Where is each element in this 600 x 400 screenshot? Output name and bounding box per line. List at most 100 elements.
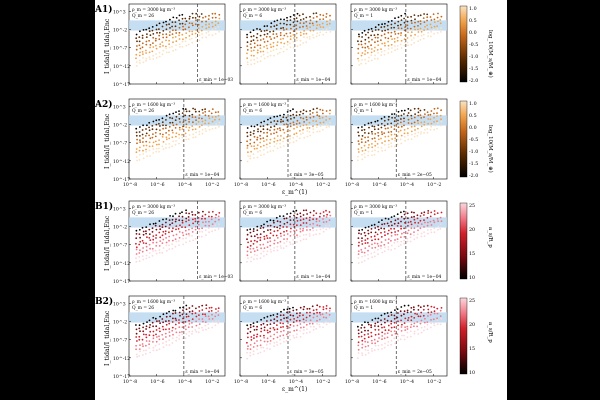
data-point xyxy=(178,319,180,321)
data-point xyxy=(280,121,282,123)
data-point xyxy=(374,317,377,320)
data-point xyxy=(185,217,188,220)
data-point xyxy=(420,133,422,135)
panel xyxy=(128,3,226,85)
x-tick-label: 10^-2 xyxy=(316,378,330,385)
data-point xyxy=(299,312,301,314)
data-point xyxy=(325,28,328,31)
data-point xyxy=(377,245,380,247)
data-point xyxy=(357,155,359,158)
data-point xyxy=(319,212,322,215)
data-point xyxy=(269,330,271,333)
data-point xyxy=(403,242,406,245)
data-point xyxy=(295,132,298,135)
colorbar-label: log_10(M_s/M_⊕) xyxy=(487,30,494,78)
data-point xyxy=(312,34,314,36)
data-point xyxy=(256,49,259,52)
data-point xyxy=(202,320,204,323)
data-point xyxy=(253,46,256,49)
data-point xyxy=(152,46,155,48)
data-point xyxy=(393,314,396,317)
data-point xyxy=(363,128,366,131)
data-point xyxy=(397,115,400,117)
colorbar-tick-label: -1.5 xyxy=(469,161,478,167)
data-point xyxy=(158,225,161,228)
data-point xyxy=(159,330,161,333)
data-point xyxy=(309,211,312,214)
data-point xyxy=(295,17,298,19)
data-point xyxy=(328,211,331,213)
data-point xyxy=(201,326,203,329)
data-point xyxy=(374,46,376,49)
q-label: Q_m = 1 xyxy=(354,14,373,19)
data-point xyxy=(179,224,181,227)
data-point xyxy=(145,349,147,352)
data-point xyxy=(360,138,363,141)
data-point xyxy=(218,30,220,33)
data-point xyxy=(285,116,288,119)
data-point xyxy=(303,305,305,308)
data-point xyxy=(256,28,258,30)
data-point xyxy=(318,305,321,308)
data-point xyxy=(136,355,138,358)
data-point xyxy=(188,30,191,33)
data-point xyxy=(439,228,442,230)
data-point xyxy=(427,315,429,317)
data-point xyxy=(158,22,161,25)
data-point xyxy=(282,226,285,228)
data-point xyxy=(195,320,197,323)
data-point xyxy=(373,349,376,351)
data-point xyxy=(184,226,187,229)
data-point xyxy=(279,114,281,117)
data-point xyxy=(423,235,426,238)
data-point xyxy=(296,324,299,327)
data-point xyxy=(292,21,295,24)
data-point xyxy=(181,326,184,329)
data-point xyxy=(135,257,137,260)
data-point xyxy=(275,131,278,134)
data-point xyxy=(218,118,221,121)
data-point xyxy=(289,230,292,233)
eps-min-label: ε_min = 1e−04 xyxy=(407,275,441,280)
data-point xyxy=(252,346,255,348)
data-point xyxy=(439,114,442,117)
data-point xyxy=(270,22,273,25)
data-point xyxy=(394,45,396,47)
data-point xyxy=(357,52,360,55)
q-label: Q_m = 26 xyxy=(132,14,154,19)
data-point xyxy=(309,113,312,115)
data-point xyxy=(309,116,312,119)
data-point xyxy=(410,223,413,226)
data-point xyxy=(165,344,168,346)
data-point xyxy=(380,126,383,129)
data-point xyxy=(414,132,417,135)
panel-frame xyxy=(350,200,448,282)
data-point xyxy=(139,330,141,333)
data-point xyxy=(364,345,367,348)
data-point xyxy=(256,138,258,141)
data-point xyxy=(174,238,177,241)
data-point xyxy=(168,328,171,330)
data-point xyxy=(321,116,324,119)
data-point xyxy=(387,118,390,121)
data-point xyxy=(161,25,164,28)
data-point xyxy=(191,305,194,307)
data-point xyxy=(182,28,185,31)
density-label: ρ_m = 1600 kg m⁻³ xyxy=(354,102,397,108)
q-label: Q_m = 6 xyxy=(243,14,262,19)
data-point xyxy=(204,108,206,110)
colorbar xyxy=(459,100,468,178)
data-point xyxy=(409,109,412,112)
data-point xyxy=(184,17,187,20)
data-point xyxy=(162,49,165,52)
data-point xyxy=(151,254,154,257)
data-point xyxy=(322,124,324,126)
data-point xyxy=(436,317,438,320)
data-point xyxy=(380,122,383,125)
data-point xyxy=(262,125,265,127)
data-point xyxy=(319,121,322,124)
data-point xyxy=(215,308,217,310)
data-point xyxy=(404,326,406,328)
data-point xyxy=(433,312,436,315)
data-point xyxy=(139,62,141,64)
